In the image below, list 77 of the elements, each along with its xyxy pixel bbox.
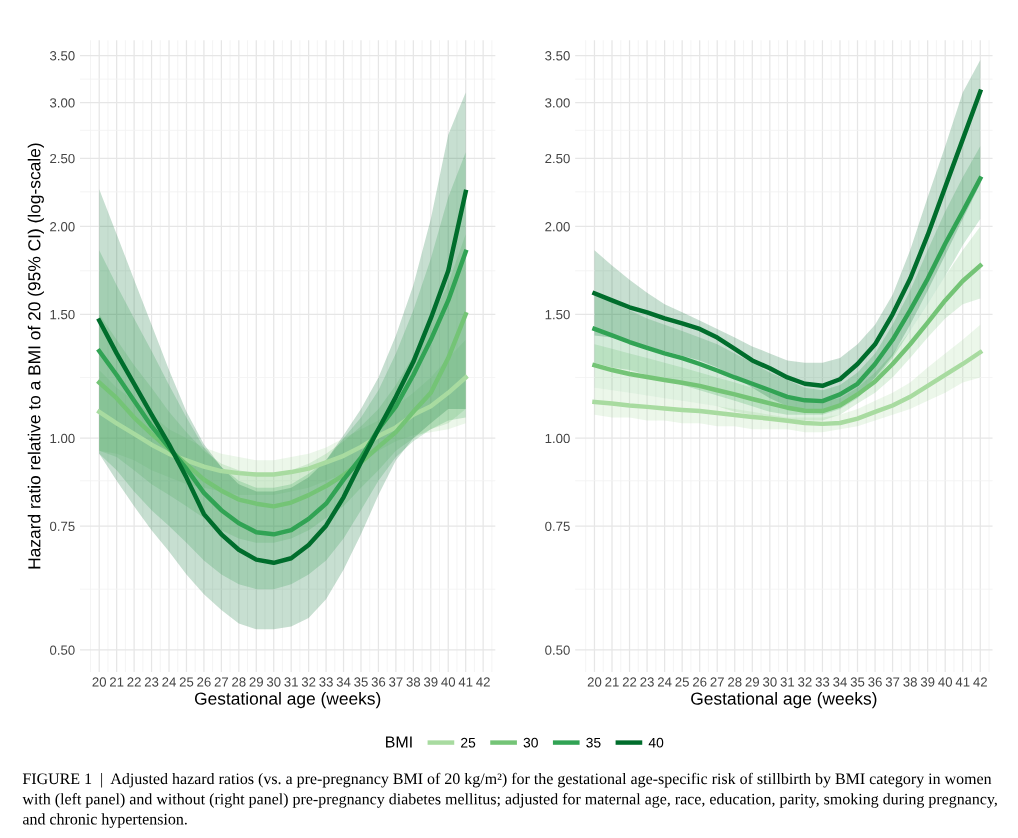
x-tick-label: 25: [179, 677, 194, 687]
x-tick-label: 34: [336, 677, 351, 687]
line-series: [592, 350, 983, 427]
legend-label: 25: [461, 737, 476, 748]
x-tick-label: 20: [587, 677, 602, 687]
x-tick-label: 32: [301, 677, 316, 687]
x-tick-label: 39: [920, 677, 935, 687]
y-tick-label: 0.50: [545, 645, 570, 655]
x-tick-label: 37: [885, 677, 900, 687]
y-tick-label: 2.50: [545, 153, 570, 164]
x-tick-label: 30: [266, 677, 281, 687]
y-tick-label: 0.75: [49, 521, 75, 531]
x-axis-title: Gestational age (weeks): [194, 692, 381, 709]
x-tick-label: 27: [710, 677, 724, 687]
y-tick-label: 3.50: [545, 51, 570, 61]
x-tick-label: 26: [197, 677, 211, 687]
line-series: [96, 375, 468, 477]
x-tick-label: 28: [728, 677, 742, 687]
y-axis-title: Hazard ratio relative to a BMI of 20 (95% CI) (log-scale): [27, 143, 44, 569]
x-tick-label: 22: [622, 677, 637, 687]
line-series: [96, 312, 468, 509]
y-tick-label: 0.50: [49, 645, 75, 655]
caption: FIGURE 1 | Adjusted hazard ratios (vs. a pre-pregnancy BMI of 20 kg/m²) for the gestational age-specific risk of stillbirth by BMI category in women with (left panel) and without (right panel) pre-pregnancy diabetes mellitus; adjusted for maternal age, race, education, parity, smoking during pregnancy, and chronic hypertension.: [22, 772, 997, 828]
x-axis-title: Gestational age (weeks): [691, 692, 877, 709]
y-tick-label: 1.00: [545, 433, 570, 444]
x-tick-label: 36: [868, 677, 882, 687]
x-tick-label: 42: [973, 677, 987, 687]
x-tick-label: 36: [371, 677, 386, 687]
x-tick-label: 41: [458, 677, 473, 687]
x-tick-label: 20: [92, 677, 107, 687]
x-tick-label: 38: [406, 677, 421, 687]
x-tick-label: 21: [109, 677, 124, 687]
x-tick-label: 28: [232, 677, 246, 687]
y-tick-label: 1.50: [50, 309, 75, 320]
y-tick-label: 1.50: [545, 309, 570, 320]
x-tick-label: 40: [938, 677, 953, 687]
y-tick-label: 3.00: [49, 98, 75, 108]
x-tick-label: 21: [605, 677, 619, 687]
x-tick-label: 33: [815, 677, 830, 687]
x-tick-label: 23: [640, 677, 654, 687]
x-tick-label: 31: [284, 677, 298, 687]
y-tick-label: 2.50: [50, 153, 75, 164]
x-tick-label: 30: [763, 677, 777, 687]
x-tick-label: 25: [675, 677, 689, 687]
x-tick-label: 32: [798, 677, 812, 687]
y-tick-label: 2.00: [545, 222, 570, 232]
x-tick-label: 39: [423, 677, 438, 687]
y-tick-label: 1.00: [50, 433, 75, 444]
x-tick-label: 29: [249, 677, 263, 687]
y-tick-label: 3.00: [545, 98, 570, 108]
x-tick-label: 35: [850, 677, 865, 687]
x-tick-label: 29: [745, 677, 760, 687]
x-tick-label: 38: [903, 677, 917, 687]
x-tick-label: 42: [476, 677, 490, 687]
legend-label: 40: [648, 737, 664, 748]
x-tick-label: 31: [780, 677, 795, 687]
x-tick-label: 27: [214, 677, 229, 687]
y-tick-label: 3.50: [49, 51, 75, 61]
x-tick-label: 35: [354, 677, 368, 687]
legend-label: 35: [586, 737, 601, 748]
x-tick-label: 24: [162, 677, 176, 687]
x-tick-label: 24: [657, 677, 672, 687]
x-tick-label: 40: [441, 677, 456, 687]
x-tick-label: 34: [833, 677, 847, 687]
legend-label: 30: [523, 737, 538, 748]
x-tick-label: 37: [389, 677, 403, 687]
legend-title: BMI: [386, 736, 412, 748]
x-tick-label: 26: [693, 677, 707, 687]
x-tick-label: 22: [127, 677, 141, 687]
x-tick-label: 41: [955, 677, 970, 687]
line-series: [592, 263, 983, 414]
x-tick-label: 23: [144, 677, 159, 687]
y-tick-label: 2.00: [50, 222, 75, 232]
line-series: [592, 89, 983, 389]
line-series: [592, 176, 983, 404]
y-tick-label: 0.75: [545, 521, 570, 531]
x-tick-label: 33: [319, 677, 333, 687]
